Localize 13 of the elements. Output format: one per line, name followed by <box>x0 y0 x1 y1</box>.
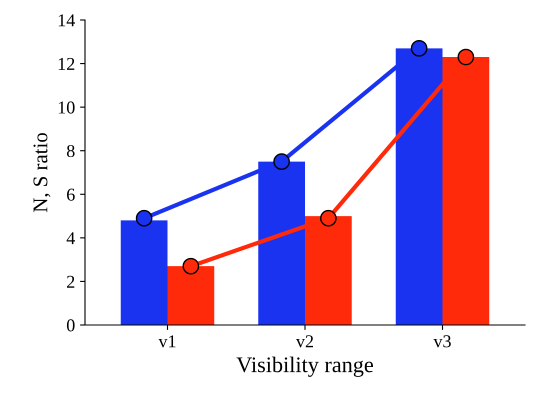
x-tick-label: v1 <box>158 335 176 348</box>
y-tick-label: 6 <box>67 188 75 201</box>
y-tick-label: 4 <box>66 232 75 244</box>
y-axis-title: N, S ratio <box>33 133 50 212</box>
y-tick-label: 2 <box>67 276 74 288</box>
x-tick-label: v3 <box>433 335 451 348</box>
y-tick-label: 14 <box>58 14 75 26</box>
y-tick-label: 8 <box>66 144 75 158</box>
y-tick-label: 0 <box>66 319 75 332</box>
x-tick-label: v2 <box>296 335 314 348</box>
y-tick-label: 10 <box>58 101 75 114</box>
y-tick-label: 12 <box>58 58 74 70</box>
x-axis-title: Visibility range <box>236 356 373 377</box>
